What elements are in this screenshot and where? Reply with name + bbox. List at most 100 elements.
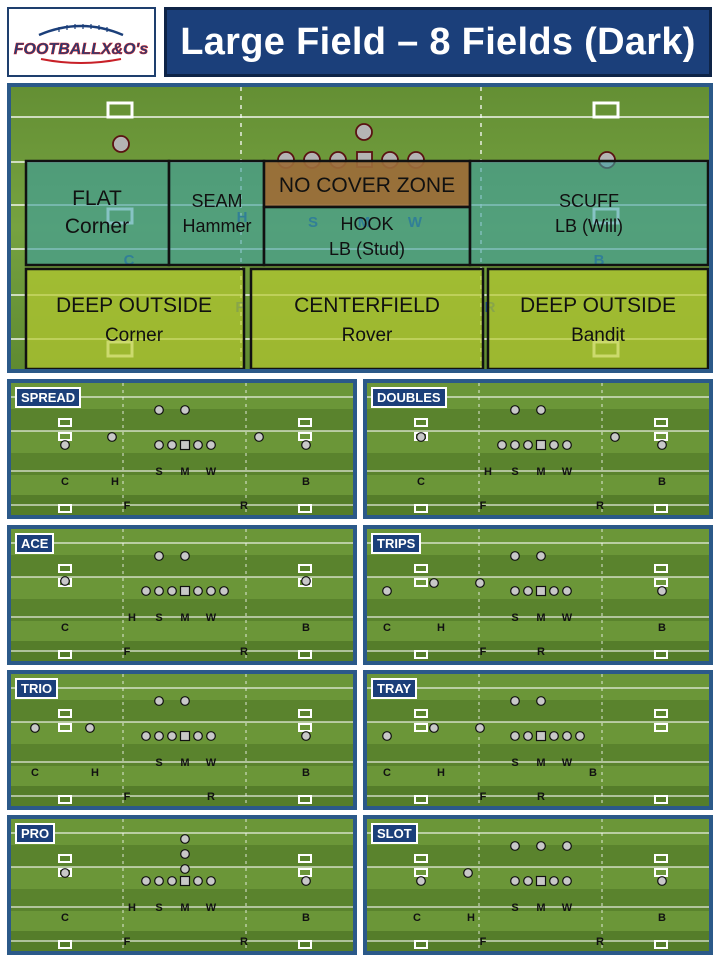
defender-label: H bbox=[91, 767, 99, 779]
defender-label: F bbox=[480, 500, 487, 512]
zone-player: Bandit bbox=[571, 325, 626, 346]
page-title: Large Field – 8 Fields (Dark) bbox=[180, 20, 696, 63]
turf-stripe bbox=[11, 674, 353, 700]
title-banner: Large Field – 8 Fields (Dark) bbox=[164, 7, 712, 77]
defender-label: C bbox=[61, 622, 69, 634]
offense-player-icon bbox=[549, 586, 559, 596]
defender-label: F bbox=[480, 936, 487, 948]
yard-marker bbox=[298, 854, 312, 863]
defender-label: F bbox=[480, 791, 487, 803]
defender-label: H bbox=[128, 612, 136, 624]
defender-label: H bbox=[437, 622, 445, 634]
zone-player: Corner bbox=[105, 325, 164, 346]
offense-player-icon bbox=[206, 876, 216, 886]
zone-name: DEEP OUTSIDE bbox=[520, 294, 676, 317]
offense-player-icon bbox=[497, 440, 507, 450]
centerfield-zone bbox=[249, 267, 485, 369]
zone-player: LB (Will) bbox=[555, 216, 623, 236]
offense-player-icon bbox=[429, 723, 439, 733]
yard-marker bbox=[654, 795, 668, 804]
receiver-icon bbox=[112, 135, 130, 153]
defender-label: M bbox=[536, 757, 545, 769]
turf-stripe bbox=[11, 700, 353, 722]
zone-player: Rover bbox=[342, 325, 393, 346]
turf-stripe bbox=[11, 744, 353, 766]
turf-stripe bbox=[367, 766, 709, 786]
defender-label: S bbox=[155, 612, 162, 624]
turf-stripe bbox=[11, 453, 353, 475]
offense-player-icon bbox=[193, 440, 203, 450]
yard-marker bbox=[654, 418, 668, 427]
formation-diagram: H S M W C B F R bbox=[11, 819, 353, 951]
defender-label: F bbox=[124, 791, 131, 803]
turf-stripe bbox=[11, 555, 353, 577]
offense-player-icon bbox=[154, 696, 164, 706]
offense-player-icon bbox=[30, 723, 40, 733]
defender-label: B bbox=[302, 476, 310, 488]
yard-marker bbox=[414, 795, 428, 804]
defender-label: B bbox=[658, 476, 666, 488]
yard-marker bbox=[58, 854, 72, 863]
offense-player-icon bbox=[206, 586, 216, 596]
offense-player-icon bbox=[549, 440, 559, 450]
offense-player-icon bbox=[206, 731, 216, 741]
offense-player-icon bbox=[475, 578, 485, 588]
formation-diagram: H S M W C B F R bbox=[11, 529, 353, 661]
formation-panel-tray: S M W B C H F R TRAY bbox=[363, 670, 713, 810]
offense-player-icon bbox=[180, 551, 190, 561]
defender-label: S bbox=[511, 612, 518, 624]
center-icon bbox=[535, 439, 547, 451]
formation-name-badge: DOUBLES bbox=[371, 387, 447, 408]
turf-stripe bbox=[367, 744, 709, 766]
formation-name-badge: SLOT bbox=[371, 823, 418, 844]
defender-label: B bbox=[302, 767, 310, 779]
offense-player-icon bbox=[180, 864, 190, 874]
turf-stripe bbox=[367, 555, 709, 577]
defender-label: M bbox=[536, 612, 545, 624]
yard-marker bbox=[414, 868, 428, 877]
yard-marker bbox=[654, 940, 668, 949]
offense-player-icon bbox=[463, 868, 473, 878]
offense-player-icon bbox=[510, 551, 520, 561]
yard-marker bbox=[414, 940, 428, 949]
offense-player-icon bbox=[167, 586, 177, 596]
offense-player-icon bbox=[193, 586, 203, 596]
defender-label: R bbox=[240, 936, 248, 948]
offense-player-icon bbox=[510, 876, 520, 886]
turf-stripe bbox=[367, 529, 709, 555]
seam-zone bbox=[167, 159, 266, 267]
offense-player-icon bbox=[167, 876, 177, 886]
offense-player-icon bbox=[523, 876, 533, 886]
offense-player-icon bbox=[60, 868, 70, 878]
offense-player-icon bbox=[536, 696, 546, 706]
turf-stripe bbox=[367, 889, 709, 911]
defender-label: W bbox=[562, 757, 573, 769]
yard-marker bbox=[298, 795, 312, 804]
defender-label: M bbox=[180, 757, 189, 769]
yard-marker bbox=[58, 564, 72, 573]
formation-name-badge: TRIPS bbox=[371, 533, 422, 554]
turf-stripe bbox=[367, 700, 709, 722]
defender-label: S bbox=[155, 902, 162, 914]
zone-name: SCUFF bbox=[559, 191, 619, 211]
yard-marker bbox=[298, 564, 312, 573]
yard-marker bbox=[414, 854, 428, 863]
defender-label: S bbox=[511, 902, 518, 914]
defender-label: M bbox=[180, 612, 189, 624]
offense-player-icon bbox=[510, 841, 520, 851]
defender-label: R bbox=[537, 791, 545, 803]
offense-player-icon bbox=[429, 578, 439, 588]
zone-labels: FLAT Corner SEAM Hammer NO COVER ZONE HO… bbox=[56, 174, 676, 346]
offense-player-icon bbox=[610, 432, 620, 442]
defender-label: C bbox=[417, 476, 425, 488]
offense-player-icon bbox=[180, 834, 190, 844]
scuff-zone bbox=[468, 159, 709, 267]
defender-label: M bbox=[536, 902, 545, 914]
yard-marker bbox=[414, 650, 428, 659]
offense-player-icon bbox=[254, 432, 264, 442]
formation-panel-spread: C H S M W B F R SPREAD bbox=[7, 379, 357, 519]
offense-player-icon bbox=[523, 731, 533, 741]
offense-player-icon bbox=[154, 731, 164, 741]
defender-label: H bbox=[128, 902, 136, 914]
offense-player-icon bbox=[180, 696, 190, 706]
